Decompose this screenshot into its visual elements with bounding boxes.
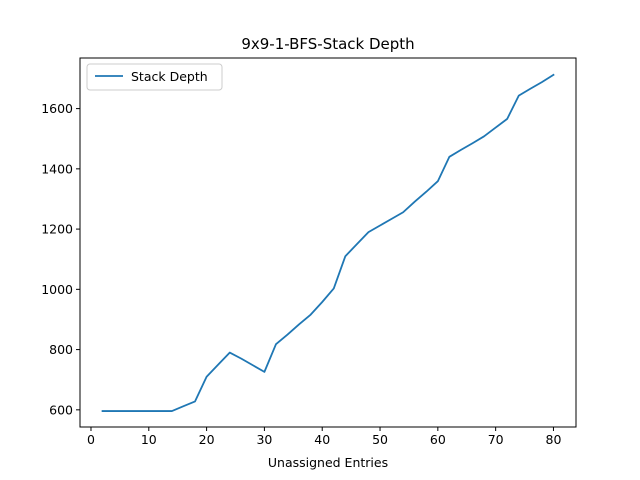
legend-label-stack-depth: Stack Depth	[131, 69, 208, 84]
chart-title: 9x9-1-BFS-Stack Depth	[241, 35, 414, 53]
y-tick-label: 1600	[41, 101, 73, 116]
x-tick-label: 70	[488, 432, 504, 447]
y-tick-label: 1200	[41, 222, 73, 237]
axes-frame	[79, 57, 577, 428]
plot-area: 0 10 20 30 40 50 60 70 80 600 800 1000 1200 1400 1600	[41, 57, 577, 447]
y-tick-label: 1400	[41, 161, 73, 176]
series-line-stack-depth	[101, 73, 555, 412]
y-tick-label: 1000	[41, 282, 73, 297]
x-tick-label: 50	[372, 432, 388, 447]
y-tick-label: 800	[49, 342, 73, 357]
x-tick-label: 60	[430, 432, 446, 447]
legend: Stack Depth	[86, 63, 223, 91]
x-tick-label: 20	[199, 432, 215, 447]
x-tick-label: 0	[87, 432, 95, 447]
x-tick-label: 30	[256, 432, 272, 447]
x-tick-label: 10	[141, 432, 157, 447]
legend-box	[86, 63, 223, 91]
x-tick-label: 80	[546, 432, 562, 447]
x-axis-label: Unassigned Entries	[268, 455, 388, 470]
x-tick-label: 40	[314, 432, 330, 447]
y-tick-label: 600	[49, 402, 73, 417]
